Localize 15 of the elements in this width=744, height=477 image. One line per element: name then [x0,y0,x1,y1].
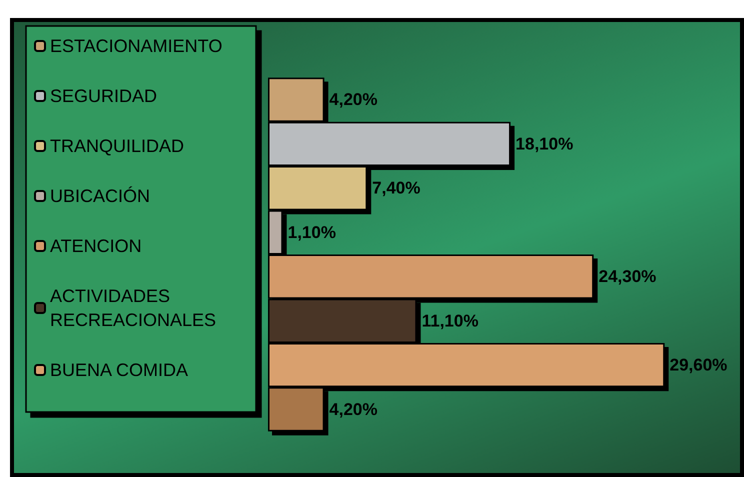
data-label: 1,10% [288,222,336,242]
legend-label: BUENA COMIDA [50,360,188,380]
data-label: 7,40% [372,178,420,198]
data-label: 29,60% [670,356,728,375]
data-label: 24,30% [598,267,656,286]
data-label: 11,10% [422,311,478,330]
legend-label: SEGURIDAD [50,86,158,106]
data-label: 18,10% [516,134,574,154]
data-label: 4,20% [329,90,378,110]
legend-label: UBICACIÓN [50,186,150,206]
data-label: 4,20% [329,400,378,419]
legend-label: TRANQUILIDAD [50,136,184,156]
legend-label: ATENCION [50,236,142,256]
legend-label: ESTACIONAMIENTO [50,36,222,56]
legend-label: ACTIVIDADES RECREACIONALES [50,286,216,330]
